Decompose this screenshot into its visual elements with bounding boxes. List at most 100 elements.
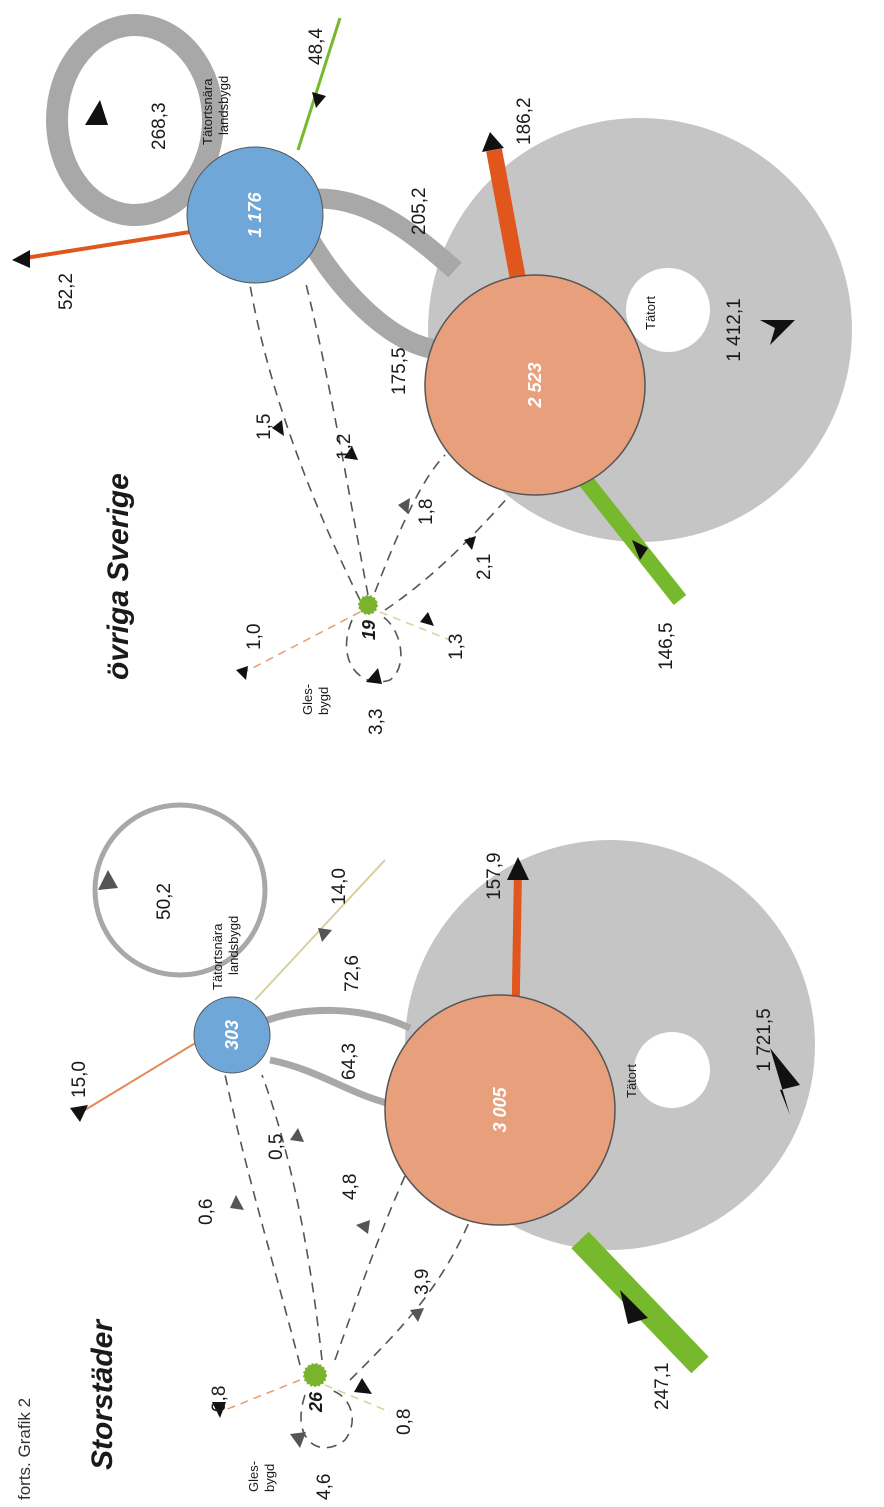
flow-glesbygd-out-line [224, 1379, 301, 1411]
flow-glesbygd-to-tatortsnara [249, 284, 361, 601]
flow-value-glesbygd-to-tatort: 3,9 [412, 1269, 433, 1295]
glesbygd-dashed-arrow-3 [398, 498, 410, 514]
tatortsnara-loop-value: 50,2 [154, 883, 175, 920]
node-tatortsnara-label-line2: landsbygd [226, 916, 241, 975]
tatortsnara-loop-value: 268,3 [149, 102, 170, 150]
tatort-internal-value: 1 721,5 [754, 1008, 775, 1071]
flow-tatortsnara-to-tatort [253, 1006, 412, 1032]
flow-glesbygd-in-arrow [420, 612, 434, 626]
flow-tatortsnara-out-arrow [12, 250, 30, 268]
tatortsnara-loop [92, 802, 268, 978]
node-tatortsnara-label-line2: landsbygd [216, 76, 231, 135]
flow-value-tatort-to-glesbygd: 4,8 [340, 1174, 361, 1200]
glesbygd-dashed-arrow-1 [230, 1195, 244, 1210]
flow-value-glesbygd-to-tatort: 2,1 [474, 554, 495, 580]
flow-value-tatortsnara-to-glesbygd: 0,5 [266, 1134, 287, 1160]
flow-value-tatort-in: 247,1 [652, 1362, 673, 1410]
flow-value-glesbygd-to-tatortsnara: 0,6 [196, 1199, 217, 1225]
flow-value-tatortsnara-out: 15,0 [69, 1061, 90, 1098]
flow-tatort-in-line [578, 475, 687, 605]
flow-tatort-in-line [571, 1231, 709, 1374]
flow-glesbygd-out-arrow [236, 666, 248, 680]
flow-value-tatort-out: 186,2 [514, 97, 535, 145]
glesbygd-label-line1: Gles- [246, 1461, 261, 1492]
flow-value-tatort-to-tatortsnara: 64,3 [339, 1043, 360, 1080]
flow-glesbygd-to-tatort [384, 494, 511, 611]
flow-glesbygd-in-line [324, 1384, 391, 1413]
glesbygd-dashed-arrow-4 [410, 1308, 424, 1322]
node-tatortsnara-value: 1 176 [245, 191, 265, 237]
glesbygd-dashed-arrow-2 [290, 1128, 304, 1142]
panel-title-storstader: Storstäder [86, 1318, 119, 1470]
glesbygd-loop-arrow [290, 1432, 306, 1448]
figure-caption: forts. Grafik 2 [15, 1398, 34, 1500]
flow-value-tatortsnara-in: 48,4 [306, 28, 327, 65]
flow-tatortsnara-in-line [296, 17, 342, 151]
flow-tatortsnara-to-glesbygd [304, 279, 369, 596]
flow-tatortsnara-in-arrow [318, 928, 332, 942]
flow-glesbygd-to-tatortsnara [221, 1059, 301, 1366]
internal-direction-arrow [770, 1048, 800, 1115]
panel-storstader: Storstäder 1 721,5 50,2 72,6 64,3 15,0 1… [69, 802, 815, 1500]
flow-tatort-to-tatortsnara [301, 234, 442, 360]
glesbygd-dashed-arrow-4 [464, 536, 476, 550]
node-tatort-value: 2 523 [525, 362, 545, 408]
panel-ovriga-sverige: övriga Sverige 1 412,1 268,3 205,2 175,5… [12, 14, 852, 735]
flow-tatort-to-glesbygd [334, 1164, 411, 1361]
glesbygd-dashed-arrow-3 [356, 1220, 370, 1234]
node-tatort-value: 3 005 [490, 1086, 510, 1132]
tatort-internal-value: 1 412,1 [724, 298, 745, 361]
tatortsnara-loop [46, 14, 224, 226]
flow-tatortsnara-to-glesbygd [261, 1074, 323, 1361]
node-tatortsnara-label-line1: Tätortsnära [210, 923, 225, 990]
node-tatort [424, 274, 646, 496]
flow-tatort-in-arrow [620, 1290, 648, 1324]
flow-tatort-in-arrow [632, 540, 648, 560]
glesbygd-dashed-arrow-1 [272, 420, 284, 436]
glesbygd-loop [345, 614, 402, 683]
flow-tatortsnara-out-line [24, 230, 191, 260]
flow-value-tatortsnara-to-tatort: 72,6 [342, 955, 363, 992]
flow-tatort-to-glesbygd [374, 454, 446, 593]
node-tatortsnara-value: 303 [222, 1020, 242, 1050]
flow-value-tatortsnara-out: 52,2 [56, 273, 77, 310]
flow-glesbygd-to-tatort [349, 1219, 471, 1381]
flow-tatort-out-arrow [482, 132, 504, 152]
glesbygd-dashed-arrow-2 [344, 446, 358, 460]
glesbygd-label-line2: bygd [262, 1464, 277, 1492]
flow-glesbygd-out-line [244, 611, 361, 673]
flow-glesbygd-out-arrow [212, 1402, 226, 1418]
node-tatort [384, 994, 616, 1226]
node-glesbygd-value: 19 [359, 620, 379, 640]
node-glesbygd-value: 26 [306, 1391, 326, 1413]
tatortsnara-loop-arrow [85, 100, 108, 125]
flow-value-tatort-to-glesbygd: 1,8 [416, 499, 437, 525]
glesbygd-loop-value: 4,6 [314, 1474, 335, 1500]
flow-glesbygd-in-arrow [354, 1378, 372, 1394]
flow-value-tatort-out: 157,9 [484, 852, 505, 900]
flow-value-glesbygd-out: 0,8 [209, 1386, 230, 1412]
flow-value-tatort-in: 146,5 [656, 622, 677, 670]
node-tatort-label: Tätort [624, 1064, 639, 1098]
node-tatortsnara [186, 146, 324, 284]
tatortsnara-loop-arrow [98, 870, 118, 890]
flow-value-tatortsnara-in: 14,0 [329, 868, 350, 905]
flow-value-glesbygd-in: 0,8 [394, 1409, 415, 1435]
glesbygd-label-line1: Gles- [300, 684, 315, 715]
flow-value-tatortsnara-to-glesbygd: 1,2 [334, 434, 355, 460]
panel-title-ovriga: övriga Sverige [102, 473, 135, 680]
flow-value-glesbygd-in: 1,3 [446, 634, 467, 660]
node-tatortsnara-label-line1: Tätortsnära [200, 78, 215, 145]
glesbygd-loop-arrow [366, 668, 382, 684]
flow-tatortsnara-in-arrow [312, 92, 326, 108]
flow-value-glesbygd-to-tatortsnara: 1,5 [254, 414, 275, 440]
flow-value-glesbygd-out: 1,0 [244, 624, 265, 650]
node-glesbygd [358, 595, 378, 615]
internal-direction-arrow [760, 320, 795, 345]
flow-glesbygd-in-line [379, 611, 451, 641]
flow-value-tatortsnara-to-tatort: 205,2 [409, 187, 430, 235]
node-glesbygd [303, 1363, 327, 1387]
flow-value-tatort-to-tatortsnara: 175,5 [389, 347, 410, 395]
glesbygd-loop [300, 1389, 354, 1449]
